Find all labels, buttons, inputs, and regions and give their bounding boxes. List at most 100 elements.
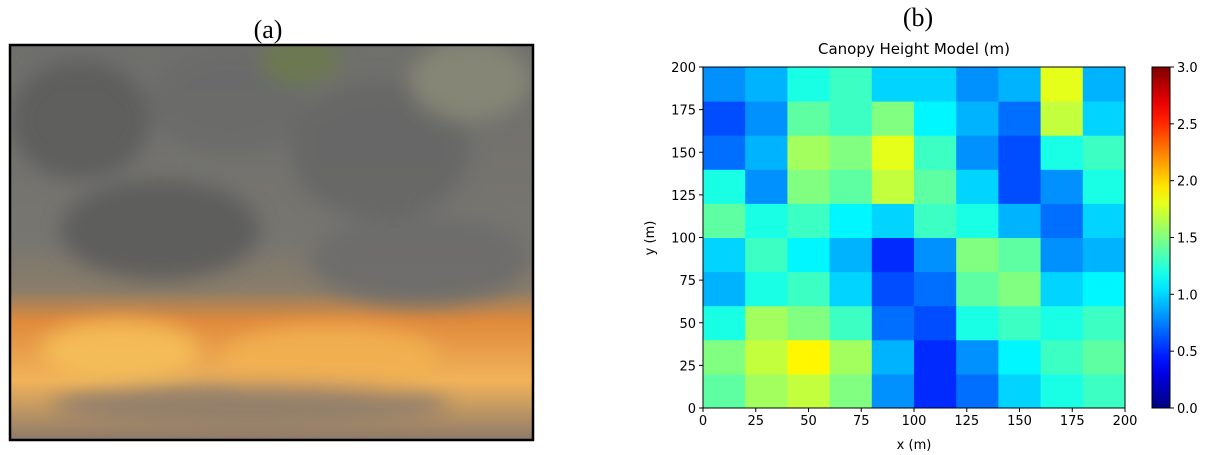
heatmap-cell: [998, 101, 1041, 136]
heatmap-cell: [830, 67, 873, 102]
heatmap-cell: [914, 203, 957, 238]
heatmap-cell: [830, 135, 873, 170]
heatmap-cell: [703, 203, 746, 238]
x-tick-label: 150: [1007, 414, 1032, 429]
heatmap-cell: [745, 306, 788, 341]
heatmap-cell: [830, 101, 873, 136]
heatmap-cell: [787, 101, 830, 136]
heatmap-cell: [1041, 306, 1084, 341]
heatmap-cell: [787, 306, 830, 341]
heatmap-cell: [914, 374, 957, 409]
heatmap-cell: [998, 169, 1041, 204]
heatmap-cell: [703, 101, 746, 136]
heatmap-cell: [998, 135, 1041, 170]
heatmap-cell: [1083, 169, 1126, 204]
heatmap-cell: [745, 169, 788, 204]
y-tick-label: 175: [671, 104, 696, 119]
heatmap-cell: [787, 238, 830, 273]
panel-label: (a): [254, 15, 283, 44]
heatmap-cell: [830, 340, 873, 375]
heatmap-cell: [998, 374, 1041, 409]
heatmap-cell: [787, 340, 830, 375]
y-tick-label: 0: [688, 402, 696, 417]
panel-label: (b): [903, 3, 933, 32]
x-tick-label: 75: [853, 414, 870, 429]
heatmap-cell: [745, 101, 788, 136]
colorbar-tick-label: 3.0: [1177, 61, 1198, 76]
y-tick-label: 200: [671, 61, 696, 76]
y-axis-label: y (m): [643, 221, 658, 256]
x-tick-label: 100: [902, 414, 927, 429]
heatmap-cell: [703, 67, 746, 102]
heatmap-cell: [830, 306, 873, 341]
heatmap-cell: [745, 272, 788, 307]
heatmap-cell: [872, 169, 915, 204]
heatmap-cell: [914, 135, 957, 170]
heatmap-cell: [914, 340, 957, 375]
heatmap-cell: [956, 340, 999, 375]
heatmap-cell: [703, 169, 746, 204]
heatmap-cell: [830, 238, 873, 273]
heatmap-cell: [872, 67, 915, 102]
heatmap-cell: [1083, 238, 1126, 273]
heatmap-cell: [1041, 135, 1084, 170]
heatmap-cell: [872, 101, 915, 136]
heatmap-cell: [1083, 306, 1126, 341]
heatmap-cell: [872, 374, 915, 409]
heatmap-cell: [1041, 169, 1084, 204]
heatmap-cell: [830, 272, 873, 307]
heatmap-cell: [998, 203, 1041, 238]
heatmap-cell: [998, 67, 1041, 102]
photo: [10, 35, 533, 440]
x-tick-label: 50: [800, 414, 817, 429]
y-tick-label: 150: [671, 146, 696, 161]
heatmap-cell: [1083, 203, 1126, 238]
heatmap-cell: [787, 67, 830, 102]
x-tick-label: 175: [1060, 414, 1085, 429]
heatmap-cell: [956, 135, 999, 170]
heatmap-cell: [745, 135, 788, 170]
heatmap-cell: [872, 306, 915, 341]
colorbar-tick-label: 1.0: [1177, 288, 1198, 303]
heatmap-cell: [998, 238, 1041, 273]
heatmap-cell: [1041, 272, 1084, 307]
heatmap-cell: [872, 135, 915, 170]
heatmap-cell: [956, 374, 999, 409]
heatmap-cell: [1083, 67, 1126, 102]
heatmap-cell: [1041, 203, 1084, 238]
heatmap-cell: [787, 272, 830, 307]
y-tick-label: 25: [679, 359, 696, 374]
heatmap-cell: [914, 238, 957, 273]
heatmap-cell: [745, 374, 788, 409]
heatmap-cell: [830, 374, 873, 409]
heatmap-cell: [703, 374, 746, 409]
heatmap-cell: [998, 306, 1041, 341]
heatmap-cell: [998, 340, 1041, 375]
colorbar-tick-label: 0.0: [1177, 402, 1198, 417]
y-tick-label: 100: [671, 232, 696, 247]
heatmap-cell: [956, 101, 999, 136]
heatmap-cell: [1083, 135, 1126, 170]
heatmap-cell: [745, 340, 788, 375]
heatmap-cell: [703, 238, 746, 273]
chart-title: Canopy Height Model (m): [818, 40, 1010, 58]
heatmap-cell: [1083, 374, 1126, 409]
heatmap-cell: [1083, 101, 1126, 136]
heatmap-cell: [914, 101, 957, 136]
colorbar: [1152, 67, 1170, 408]
figure: (a) (b) Canopy Height Model (m) x (m) y …: [0, 0, 1205, 455]
heatmap-cell: [745, 203, 788, 238]
colorbar-tick-label: 2.5: [1177, 118, 1198, 133]
heatmap-cell: [914, 67, 957, 102]
heatmap-cell: [872, 203, 915, 238]
y-tick-label: 50: [679, 317, 696, 332]
heatmap-cell: [956, 203, 999, 238]
colorbar-tick-label: 0.5: [1177, 345, 1198, 360]
heatmap-cell: [703, 306, 746, 341]
heatmap-cell: [830, 169, 873, 204]
heatmap-cell: [787, 203, 830, 238]
heatmap-cell: [956, 272, 999, 307]
colorbar-tick-label: 1.5: [1177, 232, 1198, 247]
heatmap-cell: [872, 238, 915, 273]
heatmap-cell: [745, 238, 788, 273]
